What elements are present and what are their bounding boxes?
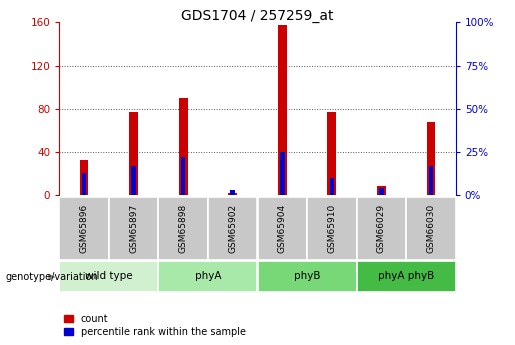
Bar	[429, 166, 433, 195]
Text: GDS1704 / 257259_at: GDS1704 / 257259_at	[181, 9, 334, 23]
Text: GSM66030: GSM66030	[426, 204, 436, 253]
Text: GSM65904: GSM65904	[278, 204, 287, 253]
Bar	[280, 152, 284, 195]
Bar	[79, 160, 89, 195]
Bar	[357, 261, 456, 292]
Text: phyB: phyB	[294, 272, 320, 281]
Bar	[129, 112, 138, 195]
Bar	[278, 24, 287, 195]
Bar	[379, 188, 384, 195]
Bar	[131, 166, 136, 195]
Bar	[208, 197, 258, 260]
Bar	[181, 157, 185, 195]
Bar	[328, 112, 336, 195]
Bar	[307, 197, 356, 260]
Bar	[109, 197, 158, 260]
Bar	[159, 197, 208, 260]
Text: GSM65897: GSM65897	[129, 204, 138, 253]
Legend: count, percentile rank within the sample: count, percentile rank within the sample	[64, 314, 246, 337]
Text: GSM65896: GSM65896	[79, 204, 89, 253]
Bar	[159, 261, 258, 292]
Text: GSM65898: GSM65898	[179, 204, 187, 253]
Bar	[179, 98, 187, 195]
Bar	[228, 193, 237, 195]
Bar	[377, 186, 386, 195]
Text: phyA: phyA	[195, 272, 221, 281]
Bar	[258, 197, 307, 260]
Text: phyA phyB: phyA phyB	[378, 272, 434, 281]
Bar	[231, 190, 235, 195]
Bar	[258, 261, 356, 292]
Bar	[406, 197, 456, 260]
Bar	[59, 261, 158, 292]
Bar	[357, 197, 406, 260]
Bar	[59, 197, 109, 260]
Text: GSM66029: GSM66029	[377, 204, 386, 253]
Bar	[330, 178, 334, 195]
Bar	[426, 121, 436, 195]
Bar	[82, 172, 86, 195]
Text: wild type: wild type	[85, 272, 132, 281]
Text: genotype/variation: genotype/variation	[5, 272, 98, 282]
Text: GSM65902: GSM65902	[228, 204, 237, 253]
Text: GSM65910: GSM65910	[328, 204, 336, 253]
